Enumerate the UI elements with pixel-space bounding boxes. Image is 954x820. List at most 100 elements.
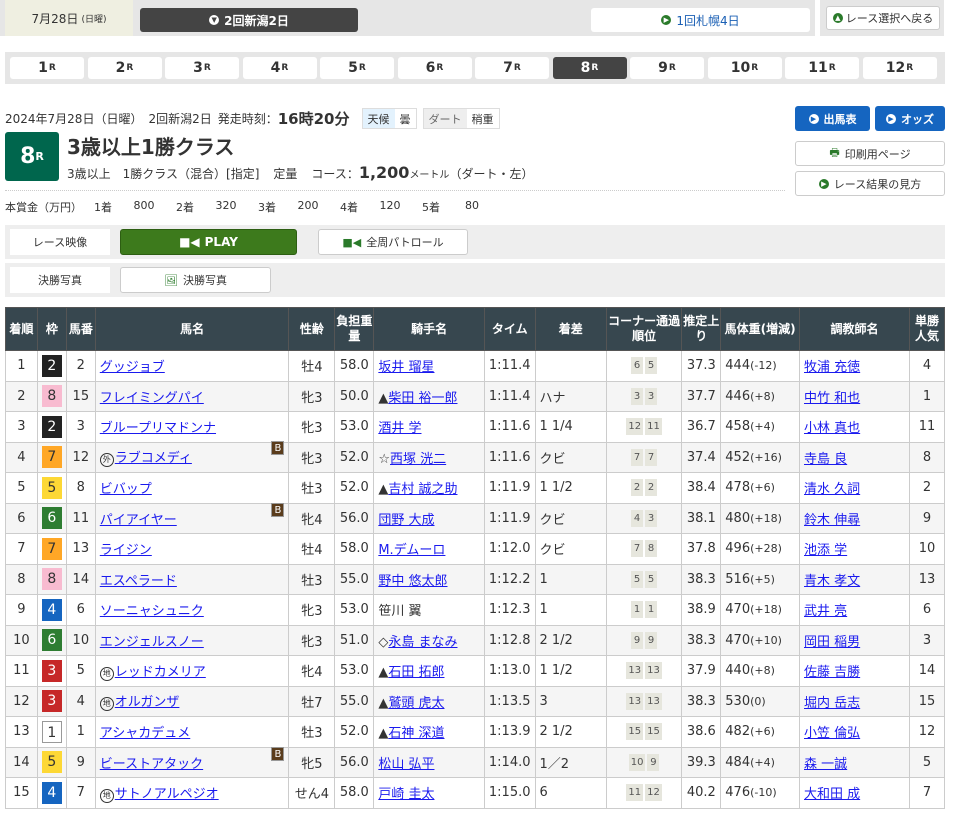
jockey-name-link[interactable]: M.デムーロ xyxy=(378,543,446,559)
time-value: 1:13.5 xyxy=(488,693,531,709)
unit: メートル xyxy=(409,170,450,181)
trainer-name-link[interactable]: 清水 久詞 xyxy=(804,482,861,498)
other-meeting-button[interactable]: ▶ 1回札幌4日 xyxy=(591,8,810,32)
finish-position: 2 xyxy=(5,380,38,412)
trainer-name-link[interactable]: 牧浦 充徳 xyxy=(804,360,861,376)
back-to-race-select-button[interactable]: ▲ レース選択へ戻る xyxy=(826,6,940,30)
horse-name-link[interactable]: ビーストアタック xyxy=(99,756,204,772)
chevron-right-icon: ▶ xyxy=(818,178,829,189)
horse-name-link[interactable]: エスペラード xyxy=(99,573,177,589)
trainer-name-link[interactable]: 武井 亮 xyxy=(804,604,848,620)
current-meeting-button[interactable]: ▼ 2回新潟2日 xyxy=(140,8,358,32)
jockey-name-link[interactable]: 西塚 洸二 xyxy=(390,451,447,467)
last-3f-value: 37.4 xyxy=(686,449,716,465)
how-to-read-button[interactable]: ▶ レース結果の見方 xyxy=(795,171,945,196)
horse-name-link[interactable]: パイアイヤー xyxy=(99,512,177,528)
race-tab-suffix: R xyxy=(203,63,211,73)
horse-name-link[interactable]: フレイミングパイ xyxy=(99,390,204,406)
jockey-name-link[interactable]: 団野 大成 xyxy=(378,512,435,528)
finish-position: 6 xyxy=(5,502,38,534)
jockey-name-link[interactable]: 石田 拓郎 xyxy=(388,665,445,681)
body-weight-change: (+4) xyxy=(750,420,775,434)
trainer-name-link[interactable]: 寺島 良 xyxy=(804,451,848,467)
trainer-name-link[interactable]: 小笠 倫弘 xyxy=(804,726,861,742)
race-tab-12[interactable]: 12 R xyxy=(862,57,937,79)
jockey-name-link[interactable]: 野中 悠太郎 xyxy=(378,573,448,589)
trainer-name-link[interactable]: 大和田 成 xyxy=(804,787,861,803)
jockey-name-link[interactable]: 戸崎 圭太 xyxy=(378,787,435,803)
horse-name-link[interactable]: ラブコメディ xyxy=(114,451,192,467)
horse-name-link[interactable]: ブループリマドンナ xyxy=(99,421,217,437)
weather-label: 天候 xyxy=(362,109,395,128)
body-weight-change: (+8) xyxy=(750,664,775,678)
horse-name-link[interactable]: レッドカメリア xyxy=(114,664,206,680)
trainer-name-link[interactable]: 岡田 稲男 xyxy=(804,634,861,650)
race-tab-11[interactable]: 11 R xyxy=(785,57,859,79)
horse-name-link[interactable]: ソーニャシュニク xyxy=(99,604,204,620)
jockey-name-link[interactable]: 吉村 誠之助 xyxy=(388,482,458,498)
sex-age-value: 牡4 xyxy=(301,543,323,559)
play-button[interactable]: ■◀ PLAY xyxy=(120,229,297,255)
horse-name-link[interactable]: グッジョブ xyxy=(99,360,165,376)
date-cell: 7月28日 (日曜) xyxy=(5,0,133,36)
trainer-name-link[interactable]: 鈴木 伸尋 xyxy=(804,512,861,528)
patrol-video-button[interactable]: ■◀ 全周パトロール xyxy=(318,229,468,255)
table-row: 7 7 13 ライジン 牡4 58.0 M.デムーロ 1:12.0 クビ 7 8 37.8 496(+2… xyxy=(5,533,945,565)
trainer-name-link[interactable]: 堀内 岳志 xyxy=(804,695,861,711)
finish-position-value: 10 xyxy=(13,632,30,648)
horse-number: 4 xyxy=(65,685,96,717)
body-weight-value: 470 xyxy=(725,602,751,618)
jockey-name-link[interactable]: 石神 深道 xyxy=(388,726,445,742)
trainer-name-link[interactable]: 池添 学 xyxy=(804,543,848,559)
jockey-name-link[interactable]: 永島 まなみ xyxy=(388,634,458,650)
corner-position: 7 xyxy=(645,448,658,466)
horse-name-link[interactable]: オルガンザ xyxy=(114,695,180,711)
race-tab-number: 9 xyxy=(658,60,668,76)
jockey-name-link[interactable]: 坂井 瑠星 xyxy=(378,360,435,376)
trainer-name-link[interactable]: 中竹 和也 xyxy=(804,390,861,406)
finish-position: 15 xyxy=(5,777,38,809)
print-page-button[interactable]: 🖶 印刷用ページ xyxy=(795,141,945,166)
time: 1:13.0 xyxy=(483,655,536,687)
finish-photo-button[interactable]: 🖼 決勝写真 xyxy=(120,267,271,293)
trainer-name-link[interactable]: 青木 孝文 xyxy=(804,573,861,589)
entries-button[interactable]: ▶ 出馬表 xyxy=(795,106,870,131)
race-tab-number: 2 xyxy=(115,60,126,76)
corner-position: 5 xyxy=(645,570,658,588)
corner-position: 7 xyxy=(631,448,644,466)
corner-position: 9 xyxy=(647,753,660,771)
horse-name-link[interactable]: ライジン xyxy=(99,543,152,559)
odds-button[interactable]: ▶ オッズ xyxy=(875,106,945,131)
jockey-name-link[interactable]: 鷲頭 虎太 xyxy=(388,695,445,711)
race-tab-suffix: R xyxy=(48,63,56,73)
race-tab-10[interactable]: 10 R xyxy=(707,57,782,79)
prize-amount: 320 xyxy=(215,199,237,212)
body-weight: 446(+8) xyxy=(720,380,801,412)
trainer-name-link[interactable]: 森 一誠 xyxy=(804,756,848,772)
trainer-name-link[interactable]: 佐藤 吉勝 xyxy=(804,665,861,681)
jockey-name-link[interactable]: 酒井 学 xyxy=(378,421,422,437)
trainer-name-link[interactable]: 小林 真也 xyxy=(804,421,861,437)
horse-name-link[interactable]: アシャカデュメ xyxy=(99,726,191,742)
race-tab-suffix: R xyxy=(668,63,676,73)
horse-name-link[interactable]: エンジェルスノー xyxy=(99,634,204,650)
sex-age: 牝4 xyxy=(288,502,336,534)
jockey-cell: ▲石神 深道 xyxy=(373,716,485,748)
horse-name-link[interactable]: サトノアルペジオ xyxy=(114,786,219,802)
horse-name-link[interactable]: ビバップ xyxy=(99,482,152,498)
margin-value: 2 1/2 xyxy=(539,632,573,648)
last-3f-value: 38.3 xyxy=(686,571,716,587)
jockey-name-link[interactable]: 柴田 裕一郎 xyxy=(388,390,458,406)
jockey-name-link[interactable]: 松山 弘平 xyxy=(378,756,435,772)
popularity: 7 xyxy=(909,777,945,809)
